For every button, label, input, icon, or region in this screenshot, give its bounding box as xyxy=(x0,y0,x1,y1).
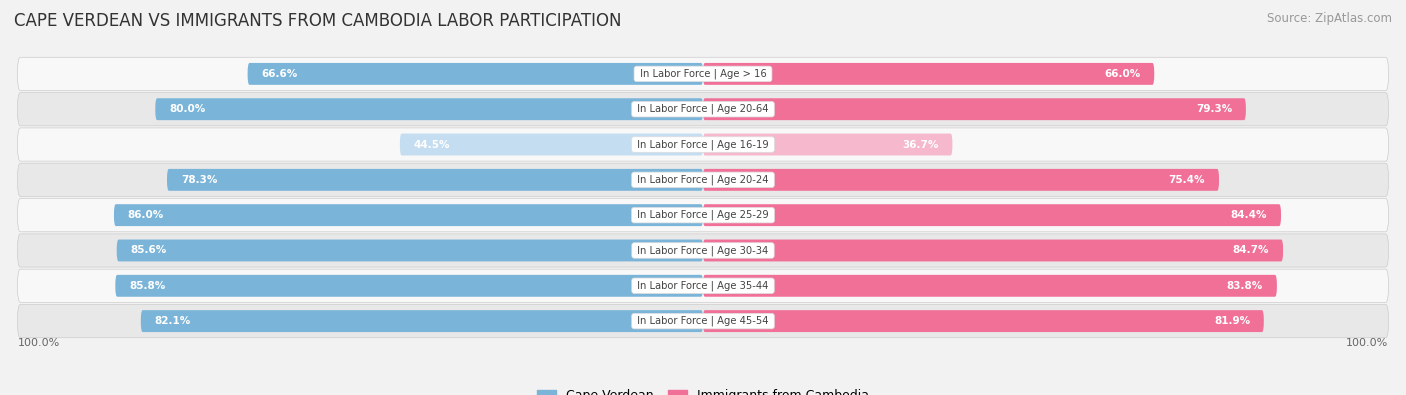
Text: 85.6%: 85.6% xyxy=(131,245,167,256)
Text: In Labor Force | Age 45-54: In Labor Force | Age 45-54 xyxy=(634,316,772,326)
FancyBboxPatch shape xyxy=(17,163,1389,196)
Text: 100.0%: 100.0% xyxy=(17,339,59,348)
FancyBboxPatch shape xyxy=(17,305,1389,338)
FancyBboxPatch shape xyxy=(114,204,703,226)
FancyBboxPatch shape xyxy=(703,169,1219,191)
Text: In Labor Force | Age 20-24: In Labor Force | Age 20-24 xyxy=(634,175,772,185)
FancyBboxPatch shape xyxy=(703,134,952,156)
Text: 86.0%: 86.0% xyxy=(128,210,165,220)
Text: 66.6%: 66.6% xyxy=(262,69,298,79)
Text: 85.8%: 85.8% xyxy=(129,281,166,291)
FancyBboxPatch shape xyxy=(17,269,1389,303)
Text: 82.1%: 82.1% xyxy=(155,316,191,326)
FancyBboxPatch shape xyxy=(17,92,1389,126)
FancyBboxPatch shape xyxy=(155,98,703,120)
Text: In Labor Force | Age > 16: In Labor Force | Age > 16 xyxy=(637,69,769,79)
FancyBboxPatch shape xyxy=(17,199,1389,232)
Text: CAPE VERDEAN VS IMMIGRANTS FROM CAMBODIA LABOR PARTICIPATION: CAPE VERDEAN VS IMMIGRANTS FROM CAMBODIA… xyxy=(14,12,621,30)
Text: 78.3%: 78.3% xyxy=(181,175,217,185)
Text: In Labor Force | Age 20-64: In Labor Force | Age 20-64 xyxy=(634,104,772,115)
Text: In Labor Force | Age 16-19: In Labor Force | Age 16-19 xyxy=(634,139,772,150)
Text: In Labor Force | Age 30-34: In Labor Force | Age 30-34 xyxy=(634,245,772,256)
FancyBboxPatch shape xyxy=(399,134,703,156)
Text: 75.4%: 75.4% xyxy=(1168,175,1205,185)
Text: 80.0%: 80.0% xyxy=(169,104,205,114)
Text: 79.3%: 79.3% xyxy=(1197,104,1232,114)
FancyBboxPatch shape xyxy=(247,63,703,85)
FancyBboxPatch shape xyxy=(117,239,703,261)
FancyBboxPatch shape xyxy=(703,204,1281,226)
Text: 100.0%: 100.0% xyxy=(1347,339,1389,348)
FancyBboxPatch shape xyxy=(703,310,1264,332)
Text: 44.5%: 44.5% xyxy=(413,139,450,150)
FancyBboxPatch shape xyxy=(17,128,1389,161)
FancyBboxPatch shape xyxy=(703,275,1277,297)
Text: In Labor Force | Age 25-29: In Labor Force | Age 25-29 xyxy=(634,210,772,220)
FancyBboxPatch shape xyxy=(17,57,1389,90)
Text: 36.7%: 36.7% xyxy=(903,139,939,150)
FancyBboxPatch shape xyxy=(115,275,703,297)
FancyBboxPatch shape xyxy=(703,98,1246,120)
Text: 83.8%: 83.8% xyxy=(1227,281,1263,291)
Text: 84.4%: 84.4% xyxy=(1230,210,1267,220)
Text: 66.0%: 66.0% xyxy=(1104,69,1140,79)
Text: In Labor Force | Age 35-44: In Labor Force | Age 35-44 xyxy=(634,280,772,291)
Text: 84.7%: 84.7% xyxy=(1233,245,1270,256)
Text: Source: ZipAtlas.com: Source: ZipAtlas.com xyxy=(1267,12,1392,25)
FancyBboxPatch shape xyxy=(141,310,703,332)
FancyBboxPatch shape xyxy=(703,63,1154,85)
Text: 81.9%: 81.9% xyxy=(1213,316,1250,326)
FancyBboxPatch shape xyxy=(17,234,1389,267)
FancyBboxPatch shape xyxy=(703,239,1284,261)
Legend: Cape Verdean, Immigrants from Cambodia: Cape Verdean, Immigrants from Cambodia xyxy=(531,384,875,395)
FancyBboxPatch shape xyxy=(167,169,703,191)
